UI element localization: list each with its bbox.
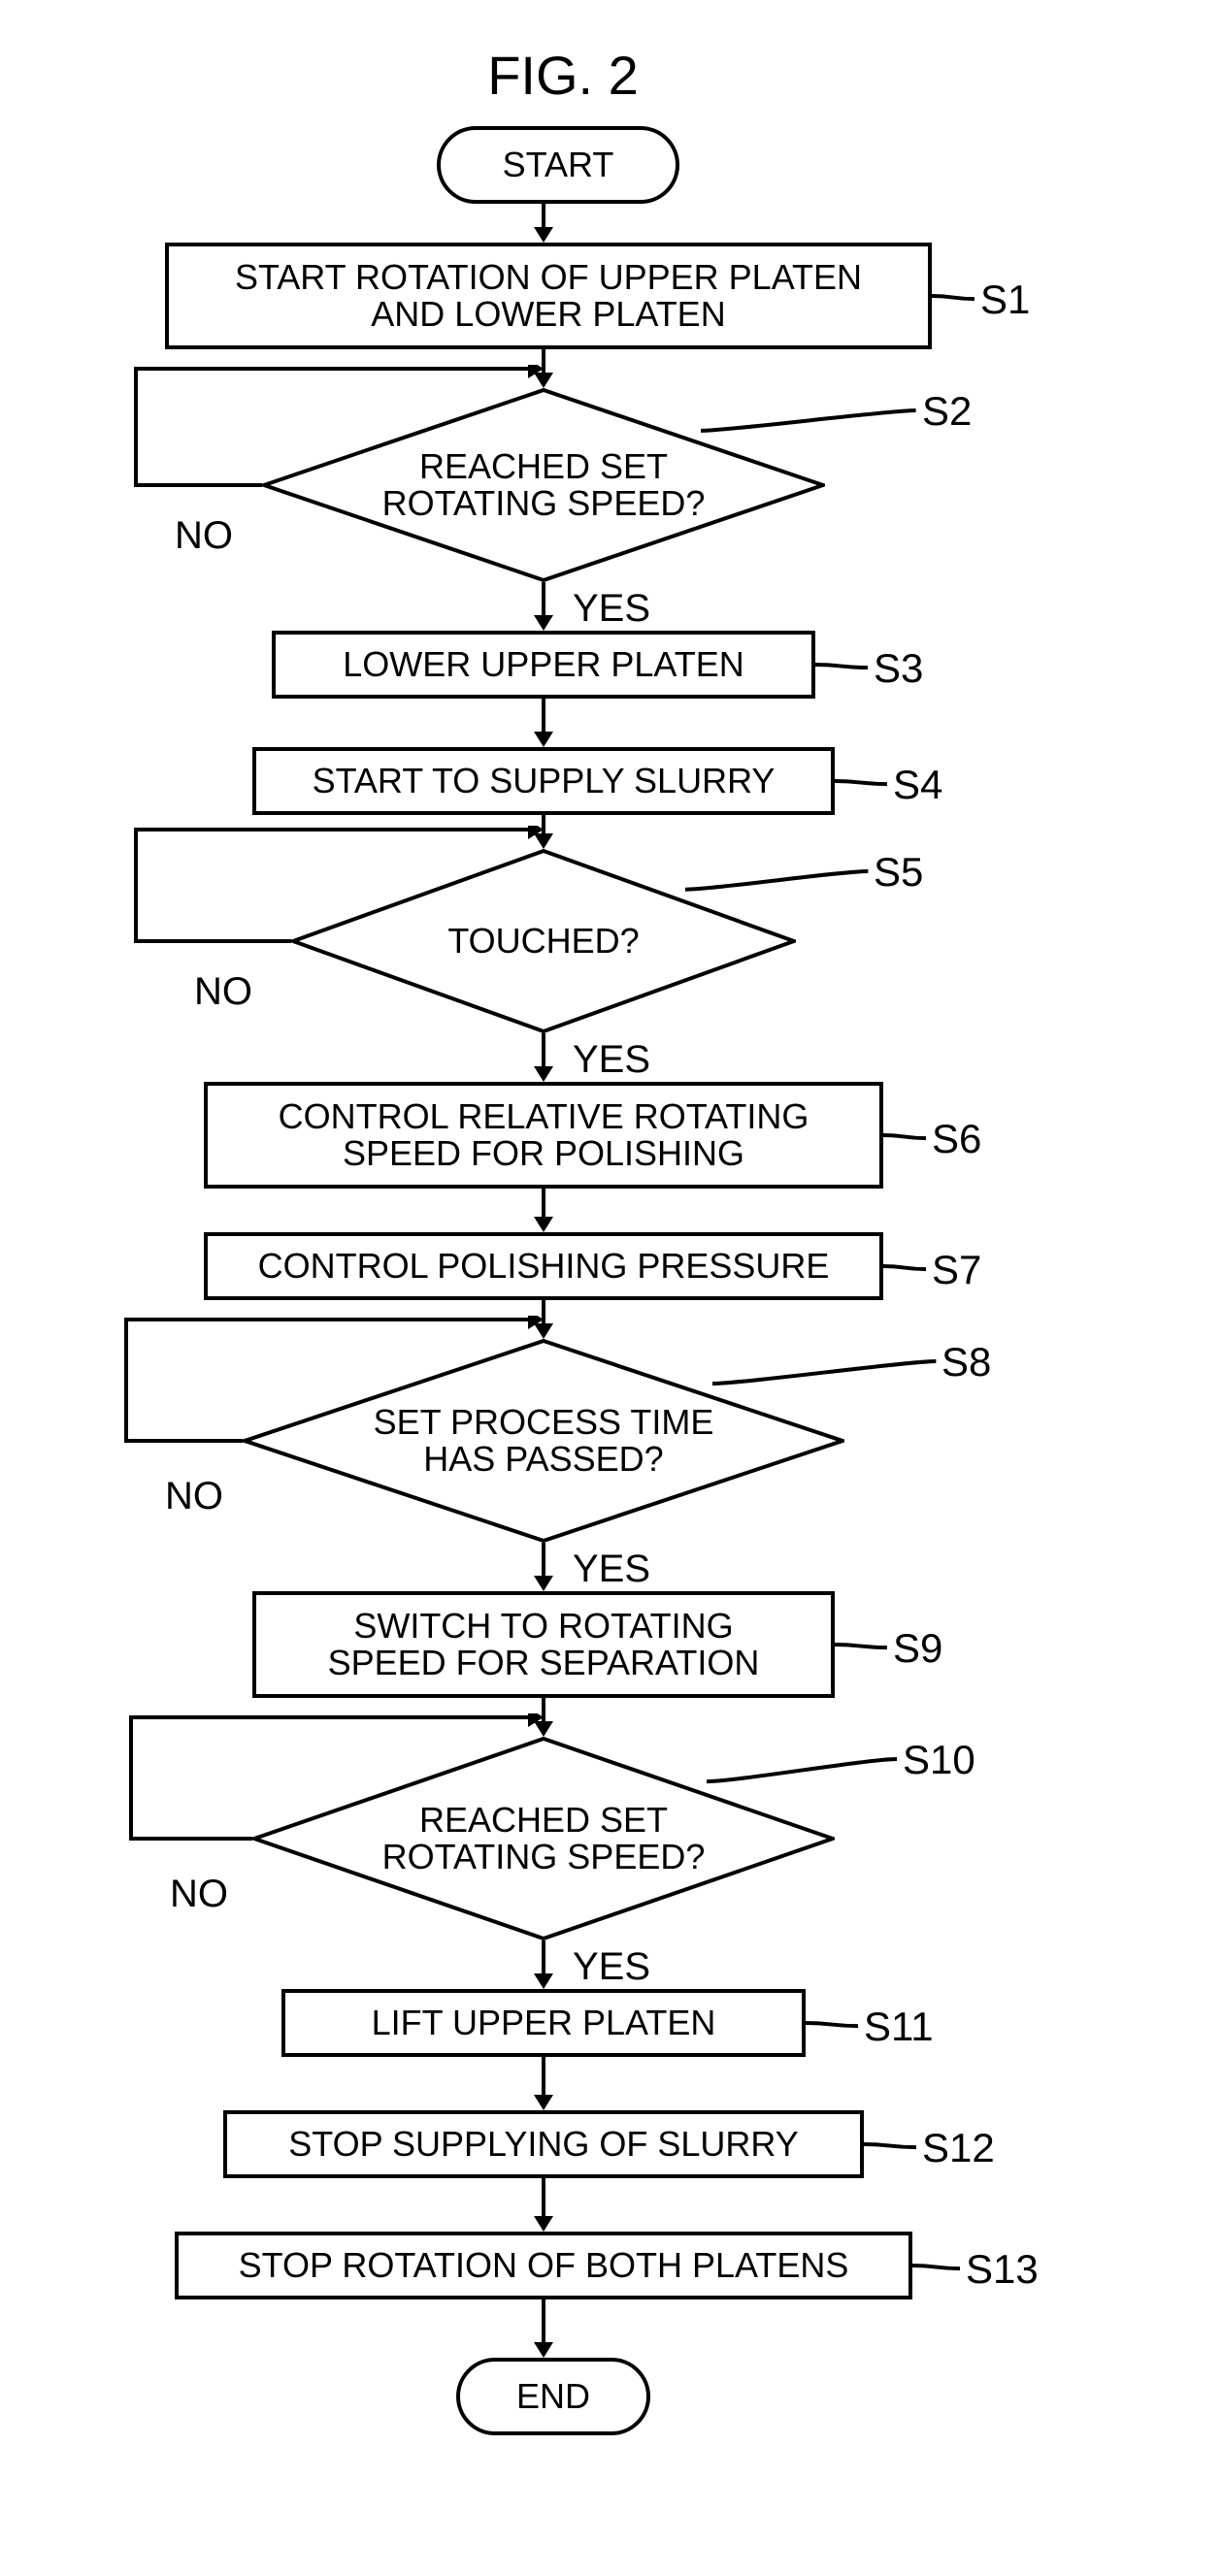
leader-line <box>825 771 897 794</box>
step-s3: LOWER UPPER PLATEN <box>272 631 815 699</box>
arrow <box>532 349 555 388</box>
step-s4: START TO SUPPLY SLURRY <box>252 747 835 815</box>
edge-label: NO <box>175 514 233 558</box>
arrow <box>532 1033 555 1082</box>
step-s13: STOP ROTATION OF BOTH PLATENS <box>175 2232 912 2299</box>
arrow <box>532 1543 555 1591</box>
edge-label: NO <box>170 1873 228 1916</box>
arrow <box>532 1189 555 1232</box>
step-tag: S8 <box>941 1339 991 1386</box>
end-terminal: END <box>456 2358 650 2435</box>
arrow <box>532 699 555 747</box>
step-s9: SWITCH TO ROTATINGSPEED FOR SEPARATION <box>252 1591 835 1698</box>
edge-label: YES <box>573 1945 650 1989</box>
decision-s5: TOUCHED? <box>291 849 796 1033</box>
step-tag: S5 <box>874 849 923 896</box>
leader-line <box>796 2013 868 2036</box>
arrow <box>532 1300 555 1339</box>
step-tag: S13 <box>966 2246 1039 2293</box>
arrow <box>532 204 555 243</box>
step-tag: S7 <box>932 1247 981 1293</box>
arrow <box>532 2299 555 2358</box>
arrow <box>532 815 555 849</box>
step-s6: CONTROL RELATIVE ROTATINGSPEED FOR POLIS… <box>204 1082 883 1189</box>
edge-label: YES <box>573 1038 650 1082</box>
leader-line <box>903 2256 970 2278</box>
step-tag: S1 <box>980 277 1030 323</box>
step-tag: S9 <box>893 1625 942 1672</box>
step-tag: S4 <box>893 762 942 808</box>
decision-s10: REACHED SETROTATING SPEED? <box>252 1737 835 1940</box>
step-tag: S2 <box>922 388 972 435</box>
step-tag: S12 <box>922 2125 995 2171</box>
start-terminal: START <box>437 126 679 204</box>
figure-title: FIG. 2 <box>417 44 709 112</box>
arrow <box>532 2057 555 2110</box>
leader-line <box>806 655 877 677</box>
edge-label: NO <box>165 1475 223 1518</box>
step-s1: START ROTATION OF UPPER PLATENAND LOWER … <box>165 243 932 349</box>
leader-line <box>854 2135 926 2157</box>
edge-label: YES <box>573 1548 650 1591</box>
step-s11: LIFT UPPER PLATEN <box>281 1989 806 2057</box>
arrow <box>532 2178 555 2232</box>
edge-label: NO <box>194 970 252 1014</box>
arrow <box>532 1940 555 1989</box>
step-s7: CONTROL POLISHING PRESSURE <box>204 1232 883 1300</box>
decision-s8: SET PROCESS TIMEHAS PASSED? <box>243 1339 844 1543</box>
decision-s2: REACHED SETROTATING SPEED? <box>262 388 825 582</box>
step-tag: S6 <box>932 1116 981 1162</box>
step-s12: STOP SUPPLYING OF SLURRY <box>223 2110 864 2178</box>
arrow <box>532 582 555 631</box>
arrow <box>532 1698 555 1737</box>
leader-line <box>825 1635 897 1657</box>
step-tag: S3 <box>874 645 923 692</box>
step-tag: S10 <box>903 1737 975 1783</box>
edge-label: YES <box>573 587 650 631</box>
step-tag: S11 <box>864 2004 934 2050</box>
